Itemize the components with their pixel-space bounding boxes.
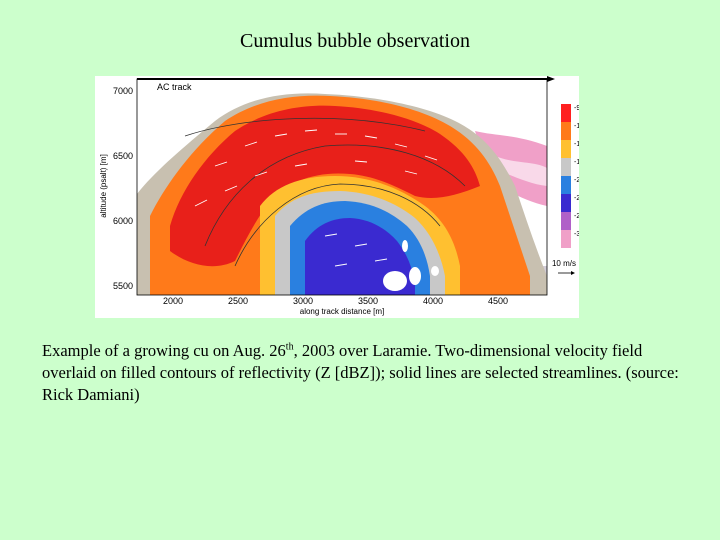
- streamline-1: [204, 144, 466, 247]
- y-ticks: 7000 6500 6000 5500: [113, 86, 133, 291]
- y-tick-label: 6500: [113, 151, 133, 161]
- x-tick-label: 4500: [488, 296, 508, 306]
- colorbar-swatch: [561, 104, 571, 122]
- x-tick-label: 3500: [358, 296, 378, 306]
- colorbar-tick-label: -24: [574, 195, 579, 202]
- streamline-2: [234, 183, 441, 267]
- reflectivity-field: [137, 93, 547, 295]
- x-axis-label: along track distance [m]: [300, 307, 384, 316]
- colorbar: -9 -12 -15 -18 -21 -24 -27 -30: [561, 104, 579, 248]
- field-white-blob-3: [402, 240, 408, 252]
- vector-scale-label: 10 m/s: [552, 259, 576, 268]
- colorbar-tick-label: -27: [574, 213, 579, 220]
- colorbar-swatch: [561, 158, 571, 176]
- colorbar-tick-label: -15: [574, 141, 579, 148]
- y-tick-label: 7000: [113, 86, 133, 96]
- ac-track-arrow: [547, 76, 555, 82]
- figure-svg: AC track 7000 6500 6000 5500 altitude (p…: [99, 76, 579, 316]
- ac-track-label: AC track: [157, 82, 192, 92]
- colorbar-tick-label: -30: [574, 231, 579, 238]
- colorbar-tick-label: -12: [574, 123, 579, 130]
- field-white-right: [495, 156, 547, 186]
- slide-caption: Example of a growing cu on Aug. 26th, 20…: [42, 340, 682, 406]
- x-ticks: 2000 2500 3000 3500 4000 4500: [163, 296, 508, 306]
- colorbar-swatch: [561, 230, 571, 248]
- y-tick-label: 5500: [113, 281, 133, 291]
- colorbar-tick-label: -18: [574, 159, 579, 166]
- slide-title: Cumulus bubble observation: [240, 30, 470, 52]
- colorbar-tick-label: -21: [574, 177, 579, 184]
- plot-frame: [136, 78, 548, 296]
- velocity-vectors: [194, 129, 438, 267]
- colorbar-swatch: [561, 194, 571, 212]
- field-white-blob-4: [431, 266, 439, 276]
- colorbar-tick-label: -9: [574, 105, 579, 112]
- x-tick-label: 4000: [423, 296, 443, 306]
- caption-text-1: Example of a growing cu on Aug. 26: [42, 341, 286, 360]
- streamline-3: [184, 117, 426, 137]
- reflectivity-figure: AC track 7000 6500 6000 5500 altitude (p…: [95, 76, 579, 318]
- y-tick-label: 6000: [113, 216, 133, 226]
- x-tick-label: 2500: [228, 296, 248, 306]
- x-tick-label: 2000: [163, 296, 183, 306]
- x-tick-label: 3000: [293, 296, 313, 306]
- colorbar-swatch: [561, 122, 571, 140]
- caption-superscript: th: [285, 341, 294, 353]
- vector-scale-arrowhead: [571, 271, 575, 275]
- field-white-blob-1: [383, 271, 407, 291]
- colorbar-swatch: [561, 140, 571, 158]
- colorbar-swatch: [561, 176, 571, 194]
- colorbar-swatch: [561, 212, 571, 230]
- y-axis-label: altitude (psalt) [m]: [99, 154, 108, 218]
- caption-text-2: , 2003 over Laramie. Two-dimensional vel…: [42, 341, 679, 404]
- field-white-blob-2: [409, 267, 421, 285]
